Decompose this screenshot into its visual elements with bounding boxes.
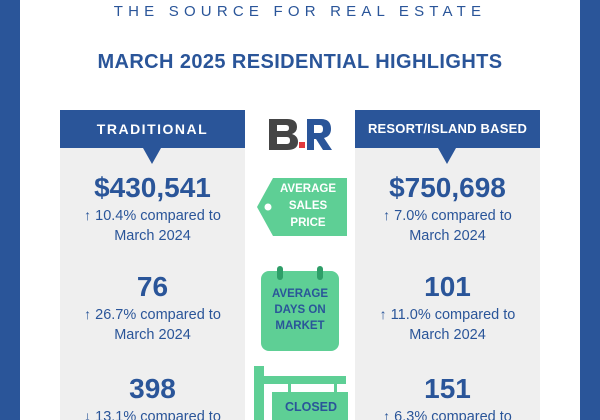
stat-period: March 2024 <box>114 327 191 343</box>
price-tag-icon <box>257 178 347 236</box>
resort-days-on-market-stat: 101 ↑ 11.0% compared to March 2024 <box>355 271 540 345</box>
traditional-closed-stat: 398 ↓ 13.1% compared to <box>60 373 245 420</box>
stat-value: 101 <box>424 271 471 302</box>
resort-column <box>355 148 540 420</box>
arrow-up-icon: ↑ <box>379 306 387 322</box>
stat-period: March 2024 <box>409 228 486 244</box>
stat-change: ↑ 11.0% compared to <box>379 306 516 323</box>
stat-change: ↓ 13.1% compared to <box>60 406 245 420</box>
resort-closed-stat: 151 ↑ 6.3% compared to <box>355 373 540 420</box>
traditional-column <box>60 148 245 420</box>
calendar-icon <box>261 266 339 351</box>
stat-change: ↑ 10.4% compared to <box>84 207 221 224</box>
stat-value: 76 <box>136 271 169 302</box>
stat-value: 151 <box>424 373 471 404</box>
resort-header-pointer <box>438 148 456 164</box>
br-logo-icon <box>269 119 332 150</box>
arrow-up-icon: ↑ <box>84 207 92 223</box>
closed-label: CLOSED <box>284 400 338 414</box>
arrow-up-icon: ↑ <box>383 207 391 223</box>
stat-change: ↑ 26.7% compared to <box>84 306 221 323</box>
stat-change: ↑ 6.3% compared to <box>355 406 540 420</box>
days-on-market-label: AVERAGE DAYS ON MARKET <box>271 288 329 332</box>
resort-header: RESORT/ISLAND BASED <box>355 110 540 148</box>
stat-value: $430,541 <box>94 172 211 203</box>
stat-period: March 2024 <box>409 327 486 343</box>
arrow-up-icon: ↑ <box>84 306 92 322</box>
traditional-days-on-market-stat: 76 ↑ 26.7% compared to March 2024 <box>60 271 245 345</box>
page-title: MARCH 2025 RESIDENTIAL HIGHLIGHTS <box>97 51 503 73</box>
traditional-sales-price-stat: $430,541 ↑ 10.4% compared to March 2024 <box>60 172 245 246</box>
traditional-header-pointer <box>143 148 161 164</box>
stat-change: ↑ 7.0% compared to <box>383 207 512 224</box>
arrow-up-icon: ↑ <box>383 408 391 420</box>
sign-post-icon <box>254 366 348 420</box>
stat-period: March 2024 <box>114 228 191 244</box>
resort-sales-price-stat: $750,698 ↑ 7.0% compared to March 2024 <box>355 172 540 246</box>
arrow-down-icon: ↓ <box>84 408 92 420</box>
traditional-header: TRADITIONAL <box>60 110 245 148</box>
tagline: THE SOURCE FOR REAL ESTATE <box>113 3 487 20</box>
stat-value: 398 <box>129 373 176 404</box>
right-frame-bar <box>580 0 600 420</box>
left-frame-bar <box>0 0 20 420</box>
stat-value: $750,698 <box>389 172 506 203</box>
sales-price-label: AVERAGE SALES PRICE <box>279 183 337 229</box>
